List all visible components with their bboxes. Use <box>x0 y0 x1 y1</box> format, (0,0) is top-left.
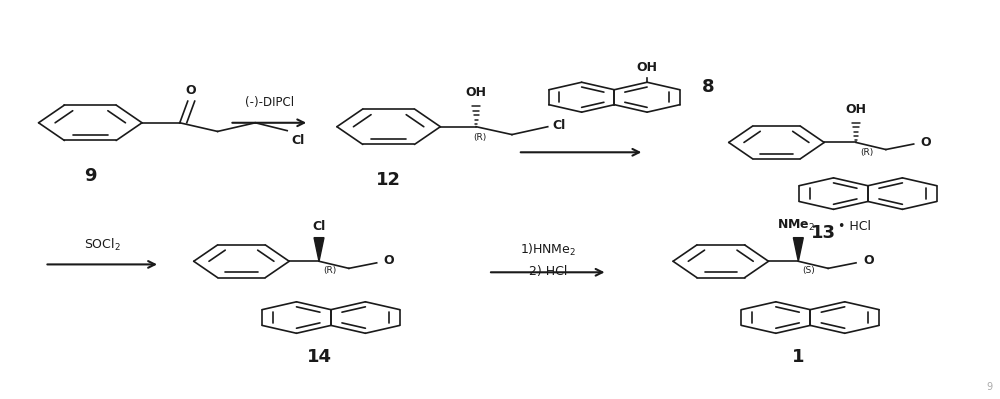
Text: SOCl$_2$: SOCl$_2$ <box>84 237 121 253</box>
Text: OH: OH <box>637 61 658 73</box>
Text: • HCl: • HCl <box>838 220 871 233</box>
Text: (R): (R) <box>323 267 336 275</box>
Text: 13: 13 <box>811 224 836 242</box>
Text: (R): (R) <box>473 132 487 142</box>
Text: 12: 12 <box>376 171 401 189</box>
Text: NMe$_2$: NMe$_2$ <box>777 218 815 233</box>
Text: O: O <box>185 84 196 97</box>
Text: 2) HCl: 2) HCl <box>529 265 567 278</box>
Text: 14: 14 <box>307 348 332 366</box>
Text: 1: 1 <box>792 348 805 366</box>
Text: Cl: Cl <box>312 220 326 233</box>
Text: (R): (R) <box>860 148 873 156</box>
Text: (-)-DIPCl: (-)-DIPCl <box>245 96 294 109</box>
Text: O: O <box>384 255 394 267</box>
Text: O: O <box>921 136 931 148</box>
Polygon shape <box>793 238 803 261</box>
Text: 1)HNMe$_2$: 1)HNMe$_2$ <box>520 242 576 258</box>
Text: Cl: Cl <box>291 134 304 147</box>
Text: (S): (S) <box>802 267 815 275</box>
Text: OH: OH <box>846 103 867 117</box>
Text: 9: 9 <box>84 167 97 185</box>
Text: 9: 9 <box>986 382 992 392</box>
Text: 8: 8 <box>702 78 714 97</box>
Text: Cl: Cl <box>553 119 566 132</box>
Text: O: O <box>863 255 874 267</box>
Polygon shape <box>314 238 324 261</box>
Text: OH: OH <box>466 86 487 99</box>
